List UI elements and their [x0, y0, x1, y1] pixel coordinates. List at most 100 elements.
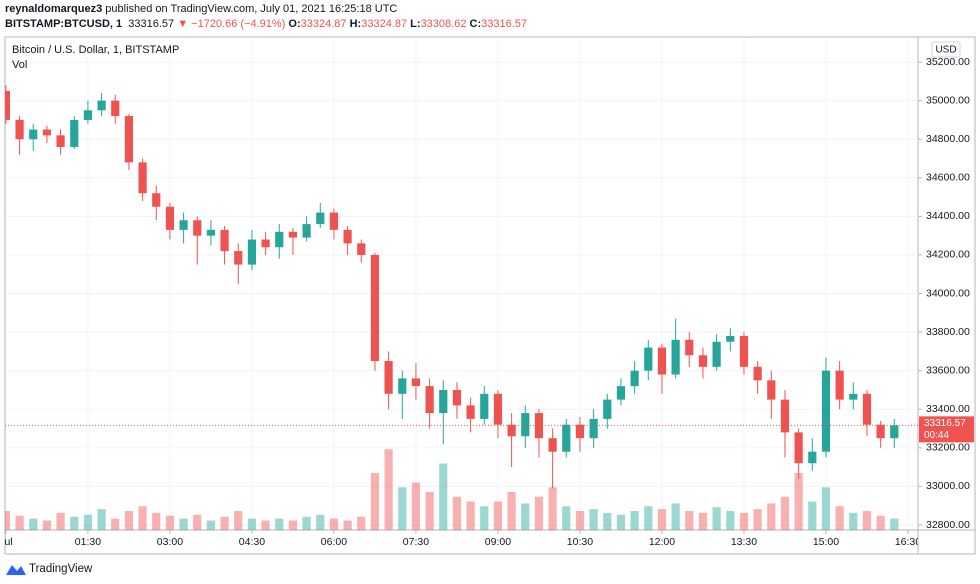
candle-body [835, 370, 844, 400]
candle-body [630, 370, 639, 387]
candle-body [439, 389, 448, 414]
last-price-box [919, 416, 974, 443]
volume-bar [739, 512, 749, 530]
x-tick-label: 12:00 [649, 536, 675, 548]
volume-bar [288, 520, 298, 530]
candle-body [808, 451, 817, 464]
candle-body [726, 335, 735, 342]
volume-label: Vol [12, 59, 27, 71]
l-label: L: [410, 18, 421, 30]
candle-body [83, 110, 93, 120]
volume-bar [493, 501, 503, 530]
volume-bar [835, 506, 844, 530]
volume-bar [261, 520, 270, 530]
y-tick-label: 33000.00 [926, 480, 970, 492]
candle-body [343, 229, 352, 244]
volume-bar [425, 492, 434, 530]
candle-body [370, 254, 380, 362]
candle-body [329, 212, 339, 230]
volume-bar [480, 506, 489, 530]
countdown: 00:44 [924, 430, 949, 441]
volume-bar [70, 516, 79, 530]
candle-body [261, 239, 270, 248]
volume-bar [589, 509, 598, 530]
candle-body [767, 380, 776, 400]
candle-body [548, 438, 557, 452]
candle-body [466, 405, 475, 419]
chart-title: Bitcoin / U.S. Dollar, 1, BITSTAMP [12, 44, 179, 56]
candle-body [753, 366, 762, 381]
h-value: 33324.87 [361, 18, 408, 30]
volume-bar [165, 515, 175, 530]
candle-body [562, 424, 571, 452]
volume-bar [370, 473, 380, 530]
volume-bar [534, 496, 544, 530]
candle-body [644, 347, 653, 371]
volume-bar [657, 509, 667, 530]
volume-bar [821, 487, 831, 530]
c-label: C: [469, 18, 482, 30]
volume-bar [97, 509, 106, 530]
candle-body [384, 361, 393, 394]
author: reynaldomarquez3 [5, 3, 103, 15]
volume-bar [343, 520, 352, 530]
o-label: O: [288, 18, 301, 30]
candle-body [398, 378, 407, 394]
volume-bar [548, 487, 557, 530]
candle-body [357, 243, 366, 255]
candle-body [220, 229, 229, 252]
candle-body [302, 224, 311, 238]
candle-body [275, 231, 284, 248]
volume-bar [275, 518, 284, 530]
candle-body [712, 341, 721, 367]
volume-bar [507, 492, 516, 530]
symbol: BITSTAMP:BTCUSD, 1 [5, 18, 123, 30]
volume-bar [398, 487, 407, 530]
volume-bar [890, 518, 899, 530]
last-price-label: 33316.57 [924, 418, 966, 429]
volume-bar [15, 515, 24, 530]
volume-bar [644, 506, 653, 530]
volume-bar [849, 512, 858, 530]
volume-bar [384, 449, 393, 530]
h-label: H: [349, 18, 362, 30]
volume-bar [111, 518, 120, 530]
x-tick-label: 04:30 [239, 536, 265, 548]
volume-bar [521, 503, 530, 530]
candle-body [739, 335, 749, 367]
published: published on TradingView.com, July 01, 2… [105, 3, 398, 15]
volume-bar [42, 520, 52, 530]
candle-body [794, 432, 803, 464]
y-tick-label: 34200.00 [926, 249, 970, 261]
symbol-line: BITSTAMP:BTCUSD, 1 33316.57 ▼ −1720.66 (… [5, 18, 527, 30]
candle-body [316, 212, 325, 225]
x-tick-label: 10:30 [567, 536, 593, 548]
volume-bar [794, 473, 803, 530]
candle-body [521, 413, 530, 437]
x-tick-label: 16:30 [895, 536, 921, 548]
candle-body [698, 355, 708, 367]
candle-body [56, 135, 65, 147]
y-tick-label: 34800.00 [926, 133, 970, 145]
candle-body [193, 220, 202, 236]
y-tick-label: 33400.00 [926, 403, 970, 415]
volume-bar [808, 501, 817, 530]
currency-box[interactable] [931, 41, 961, 58]
volume-bar [411, 482, 421, 530]
volume-bar [712, 507, 721, 530]
candle-body [234, 251, 243, 265]
o-value: 33324.87 [300, 18, 347, 30]
volume-bar [138, 506, 147, 530]
volume-bar [575, 511, 585, 530]
volume-bar [357, 516, 366, 530]
volume-bar [247, 518, 257, 530]
candle-body [152, 193, 161, 207]
volume-bar [466, 501, 475, 530]
volume-bar [5, 511, 11, 530]
x-tick-label: 15:00 [813, 536, 839, 548]
candle-body [247, 239, 257, 265]
volume-bar [316, 514, 325, 530]
l-value: 33308.62 [420, 18, 467, 30]
candle-body [15, 119, 24, 140]
